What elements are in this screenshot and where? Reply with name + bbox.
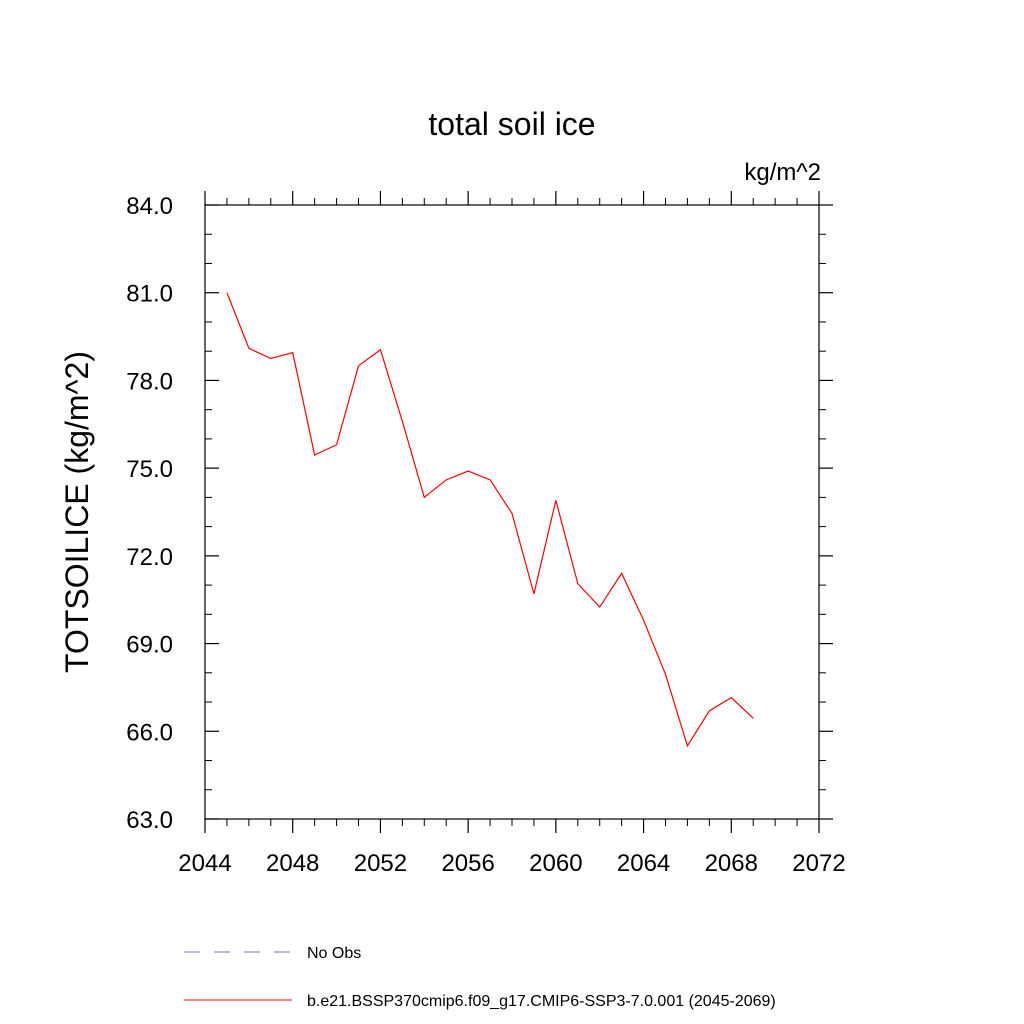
y-tick-label: 75.0 [126, 456, 173, 483]
x-tick-label: 2068 [705, 850, 758, 877]
x-tick-label: 2052 [354, 850, 407, 877]
y-tick-label: 72.0 [126, 544, 173, 571]
x-tick-label: 2060 [529, 850, 582, 877]
x-tick-label: 2044 [178, 850, 231, 877]
y-tick-labels: 63.0 66.0 69.0 72.0 75.0 78.0 81.0 84.0 [126, 193, 173, 834]
x-tick-label: 2056 [441, 850, 494, 877]
x-tick-labels: 2044 2048 2052 2056 2060 2064 2068 2072 [178, 850, 845, 877]
legend: No Obs b.e21.BSSP370cmip6.f09_g17.CMIP6-S… [184, 945, 776, 1010]
y-tick-label: 63.0 [126, 807, 173, 834]
x-tick-label: 2048 [266, 850, 319, 877]
legend-label: No Obs [307, 945, 361, 962]
x-tick-label: 2072 [792, 850, 845, 877]
chart-title: total soil ice [428, 106, 595, 142]
x-tick-label: 2064 [617, 850, 670, 877]
series-line [226, 292, 754, 748]
y-tick-label: 78.0 [126, 368, 173, 395]
legend-label: b.e21.BSSP370cmip6.f09_g17.CMIP6-SSP3-7.… [307, 993, 776, 1010]
y-axis-label: TOTSOILICE (kg/m^2) [59, 351, 95, 673]
y-tick-label: 69.0 [126, 632, 173, 659]
series-layer [226, 292, 754, 748]
y-tick-label: 66.0 [126, 719, 173, 746]
y-tick-label: 84.0 [126, 193, 173, 220]
plot-frame [204, 204, 820, 820]
units-label: kg/m^2 [744, 159, 821, 186]
axis-ticks [204, 191, 833, 833]
y-tick-label: 81.0 [126, 281, 173, 308]
